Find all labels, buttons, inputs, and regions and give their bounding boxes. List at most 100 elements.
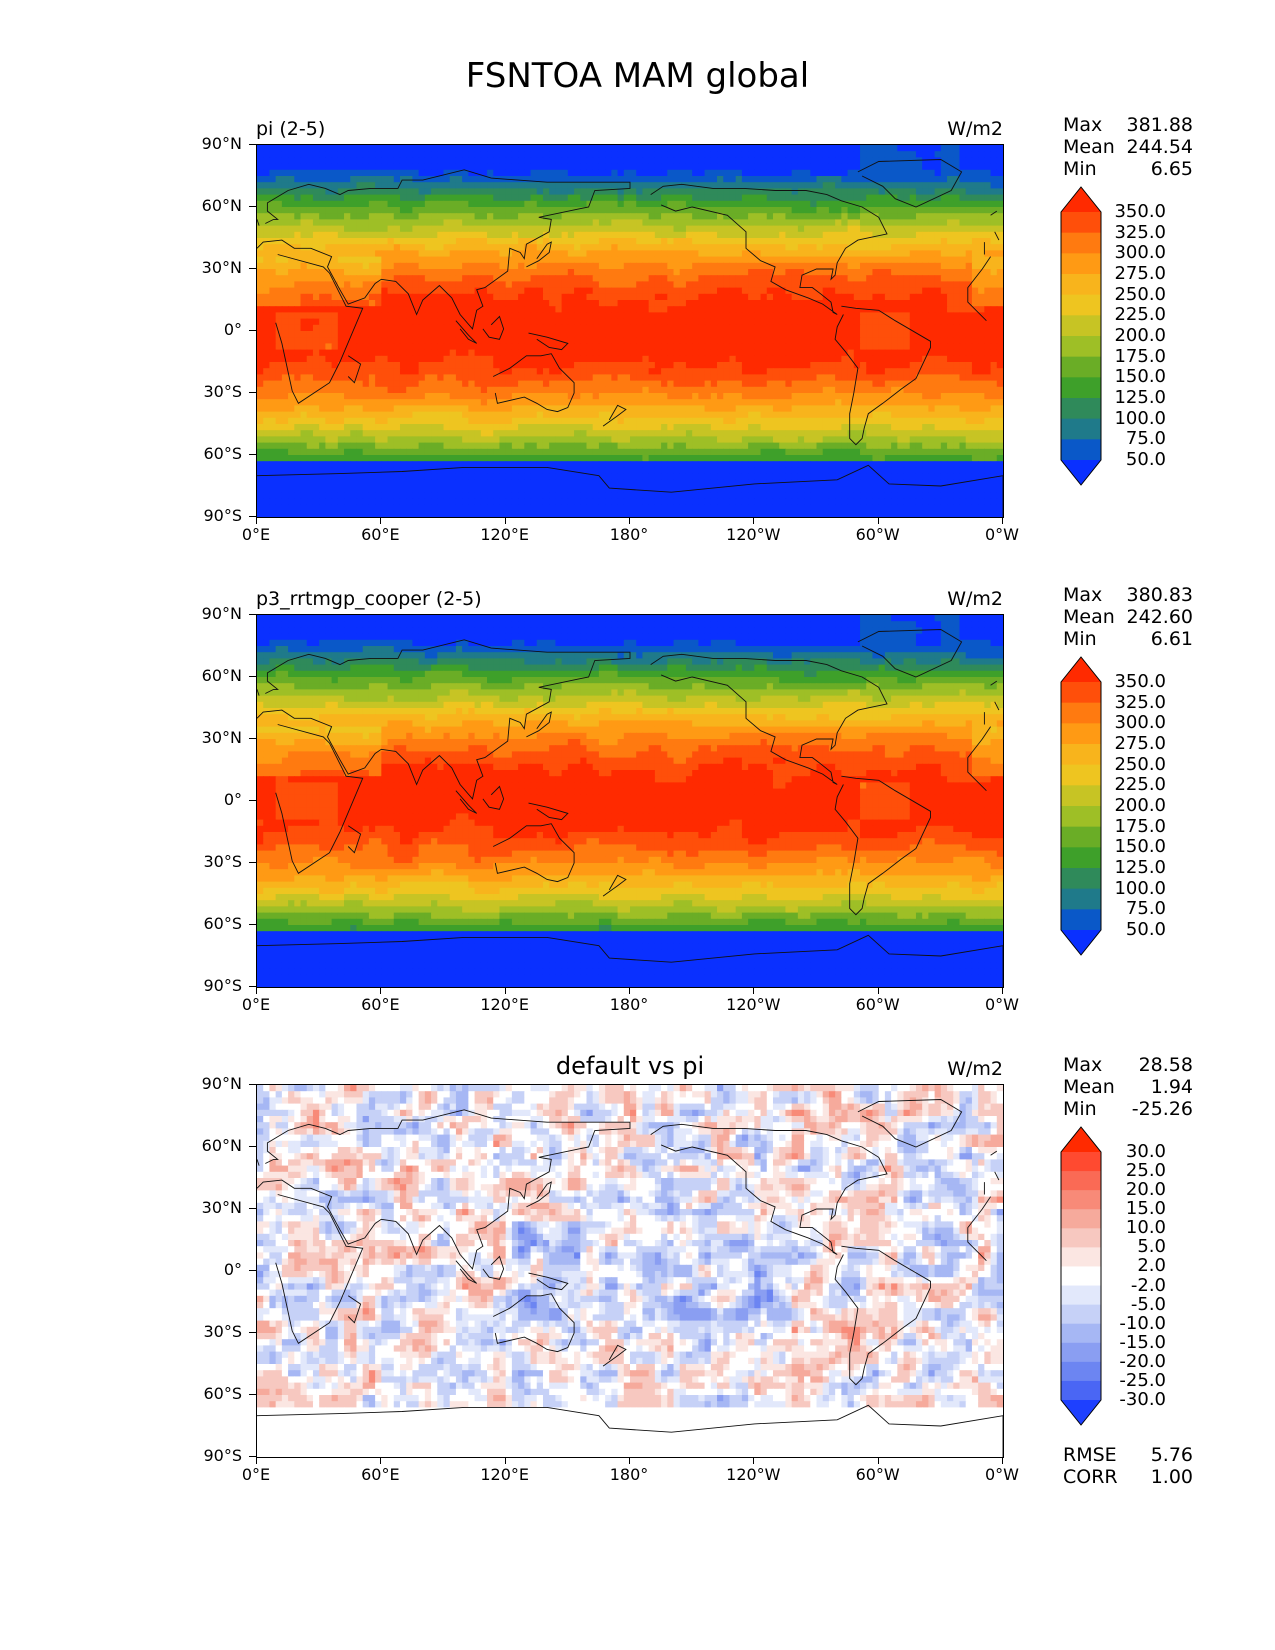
xtick-mark <box>629 1457 630 1464</box>
xtick-label: 60°E <box>340 995 420 1014</box>
colorbar-segment <box>1061 1285 1101 1306</box>
colorbar-tick-label: 10.0 <box>1102 1219 1166 1237</box>
mean-value: 244.54 <box>1127 136 1193 158</box>
coastline-9 <box>528 1272 569 1291</box>
ytick-label: 0° <box>180 322 242 338</box>
coastlines <box>257 159 1003 517</box>
coastline-12 <box>347 825 362 854</box>
xtick-mark <box>380 987 382 994</box>
ytick-label: 90°N <box>180 136 242 152</box>
xtick-mark <box>504 987 506 994</box>
xtick-label: 180° <box>589 1465 669 1484</box>
ytick-label: 60°S <box>180 916 242 932</box>
colorbar-tick-label: 25.0 <box>1102 1162 1166 1180</box>
min-value: 6.61 <box>1151 628 1193 650</box>
mean-value: 242.60 <box>1127 606 1193 628</box>
ytick-label: 60°N <box>180 668 242 684</box>
ytick-mark <box>249 1084 256 1085</box>
map-plot <box>256 144 1004 518</box>
coastline-10 <box>526 241 552 268</box>
ytick-label: 0° <box>180 792 242 808</box>
ytick-mark <box>249 1456 256 1457</box>
coastline-12 <box>347 1295 362 1324</box>
ytick-label: 90°N <box>180 606 242 622</box>
corr-label: CORR <box>1063 1466 1118 1488</box>
coastline-12 <box>347 355 362 384</box>
xtick-label: 60°E <box>340 525 420 544</box>
colorbar-segment <box>1061 723 1101 745</box>
coastline-8 <box>455 1260 478 1284</box>
colorbar-segment <box>1061 1209 1101 1229</box>
colorbar-tick-label: 250.0 <box>1102 755 1166 774</box>
colorbar-extend-top <box>1061 1127 1101 1152</box>
coastline-6 <box>257 934 1003 987</box>
xtick-mark <box>380 517 382 524</box>
xtick-label: 60°E <box>340 1465 420 1484</box>
stats-box: Max 28.58 Mean 1.94 Min -25.26 <box>1063 1054 1193 1120</box>
colorbar-tick-label: 300.0 <box>1102 714 1166 732</box>
xtick-mark <box>256 1457 257 1464</box>
colorbar-tick-label: 50.0 <box>1102 451 1166 469</box>
colorbar-segment <box>1061 909 1101 931</box>
colorbar-tick-label: -5.0 <box>1102 1295 1166 1314</box>
xtick-label: 60°W <box>838 1465 918 1484</box>
min-value: -25.26 <box>1132 1098 1193 1120</box>
colorbar-segment <box>1061 398 1101 420</box>
max-value: 380.83 <box>1127 584 1193 606</box>
coastline-1 <box>257 639 1000 800</box>
xtick-mark <box>380 1457 382 1464</box>
colorbar-segment <box>1061 356 1101 378</box>
xtick-label: 120°E <box>465 525 545 544</box>
ytick-mark <box>249 1332 256 1333</box>
coastline-1 <box>257 169 1000 330</box>
xtick-mark <box>753 517 755 524</box>
xtick-label: 120°W <box>713 995 793 1014</box>
colorbar-tick-label: 250.0 <box>1102 285 1166 304</box>
coastline-6 <box>257 464 1003 517</box>
xtick-mark <box>629 987 630 994</box>
coastline-9 <box>528 802 569 821</box>
coastline-8 <box>455 320 478 344</box>
colorbar-outline <box>1060 186 1102 486</box>
colorbar-segment <box>1061 1380 1101 1401</box>
colorbar-extend-top <box>1061 657 1101 682</box>
max-value: 381.88 <box>1127 114 1193 136</box>
colorbar-tick-label: 175.0 <box>1102 347 1166 366</box>
colorbar-segment <box>1061 1266 1101 1287</box>
colorbar-segment <box>1061 826 1101 848</box>
coastline-11 <box>257 210 998 226</box>
ytick-label: 30°N <box>180 730 242 746</box>
coastline-3 <box>857 629 963 678</box>
colorbar-segment <box>1061 702 1101 724</box>
ytick-label: 30°S <box>180 854 242 870</box>
xtick-label: 0°W <box>962 525 1042 544</box>
colorbar-tick-label: 5.0 <box>1102 1238 1166 1256</box>
xtick-label: 60°W <box>838 525 918 544</box>
colorbar-segment <box>1061 888 1101 910</box>
colorbar <box>1060 656 1104 956</box>
colorbar-tick-label: 325.0 <box>1102 693 1166 712</box>
ytick-label: 60°S <box>180 446 242 462</box>
ytick-mark <box>249 676 256 677</box>
colorbar-segment <box>1061 1228 1101 1248</box>
colorbar-segment <box>1061 1171 1101 1191</box>
ytick-mark <box>249 1270 256 1271</box>
mean-label: Mean <box>1063 1076 1115 1098</box>
colorbar-tick-label: 75.0 <box>1102 900 1166 918</box>
colorbar-tick-label: 275.0 <box>1102 735 1166 753</box>
colorbar-tick-label: 150.0 <box>1102 368 1166 386</box>
colorbar-segment <box>1061 1152 1101 1172</box>
coastline-1 <box>257 1109 1000 1270</box>
coastline-11 <box>257 680 998 696</box>
colorbar-segment <box>1061 315 1101 337</box>
contour-field <box>257 615 1003 987</box>
max-value: 28.58 <box>1139 1054 1193 1076</box>
xtick-label: 0°W <box>962 1465 1042 1484</box>
colorbar <box>1060 1126 1104 1426</box>
ytick-label: 30°S <box>180 384 242 400</box>
ytick-label: 60°N <box>180 1138 242 1154</box>
colorbar-segment <box>1061 1323 1101 1344</box>
colorbar-segment <box>1061 764 1101 786</box>
ytick-label: 90°N <box>180 1076 242 1092</box>
coastline-13 <box>602 1344 627 1367</box>
